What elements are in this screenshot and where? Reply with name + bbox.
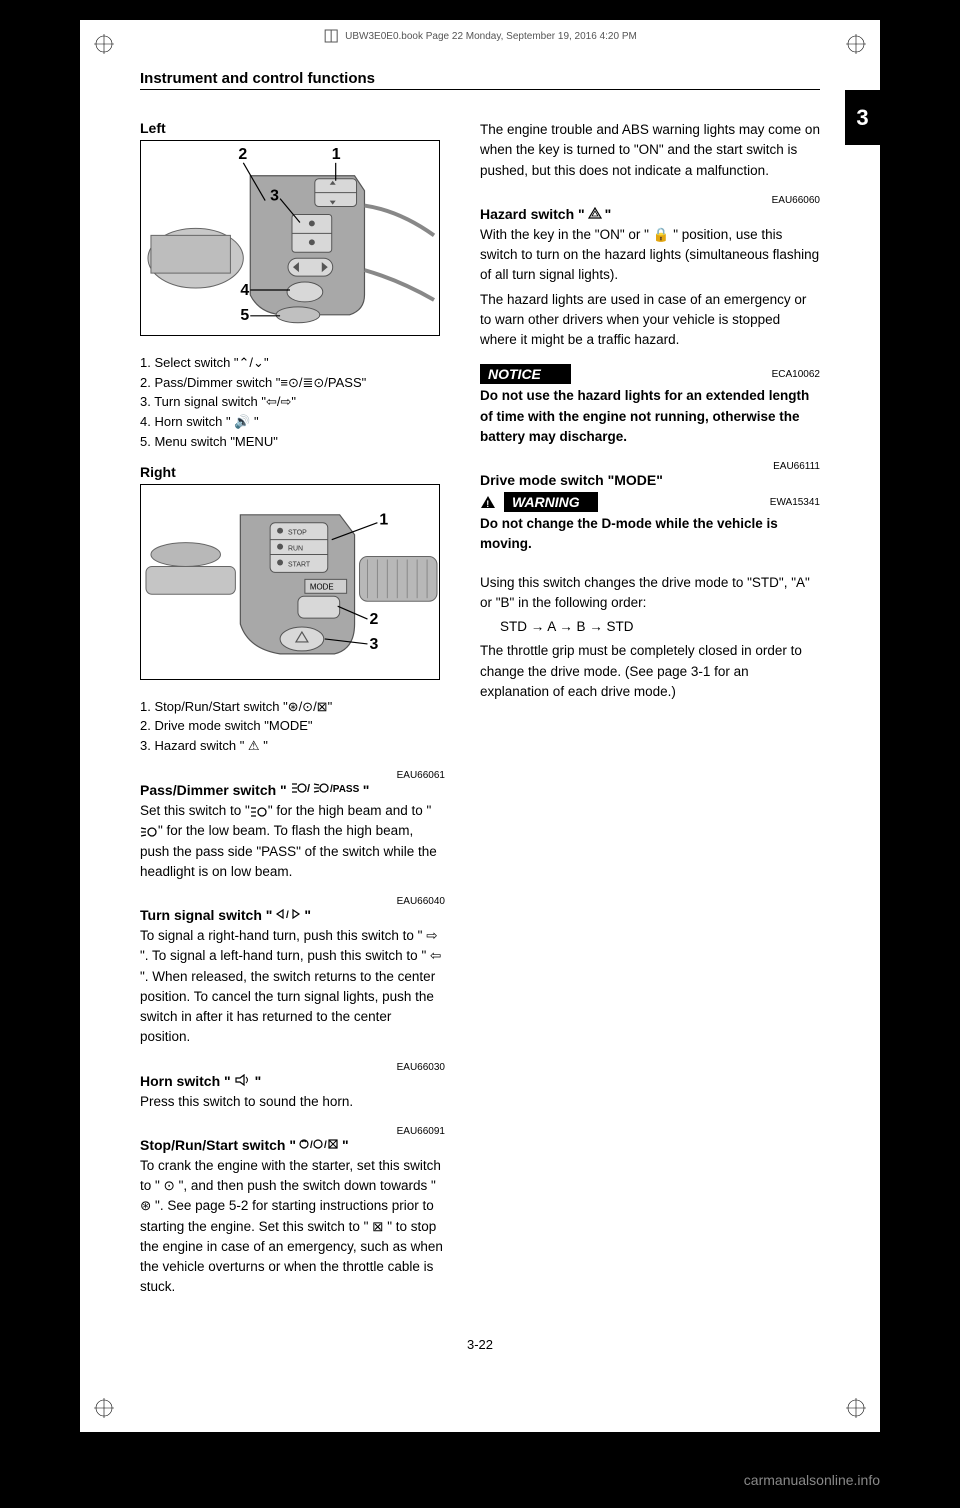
notice-header: NOTICE ECA10062 [480,364,820,384]
header-rule [140,89,820,90]
label-5: 5. Menu switch "MENU" [140,433,445,452]
eau-code: EAU66060 [480,195,820,206]
warning-label: WARNING [504,492,598,512]
callout-2: 2 [238,146,247,163]
drive-mode-title: Drive mode switch "MODE" [480,472,820,488]
svg-text:/: / [286,910,289,920]
svg-text:1: 1 [379,512,388,529]
warning-header: ! WARNING EWA15341 [480,492,820,512]
crop-mark [846,34,866,54]
horn-title: Horn switch "" [140,1073,445,1089]
doc-meta-line: UBW3E0E0.book Page 22 Monday, September … [323,28,637,44]
hazard-body: With the key in the "ON" or " 🔒 " positi… [480,225,820,286]
high-beam-icon [250,806,268,818]
book-icon [323,28,339,44]
warning-body: Do not change the D-mode while the vehic… [480,514,820,555]
svg-text:/: / [324,1140,327,1150]
right-diagram-labels: 1. Stop/Run/Start switch "⊛/⊙/⊠" 2. Driv… [140,698,445,757]
stop-run-start-icon: // [299,1138,339,1150]
chapter-tab: 3 [845,90,880,145]
crop-mark [94,34,114,54]
svg-text:/: / [310,1140,313,1150]
drive-mode-body2: The throttle grip must be completely clo… [480,641,820,702]
svg-text:2: 2 [369,611,378,628]
horn-icon [234,1074,252,1086]
turn-signal-icon: / [275,908,301,920]
callout-3: 3 [270,188,279,205]
notice-label: NOTICE [480,364,571,384]
low-beam-icon [140,826,158,838]
callout-5: 5 [240,307,249,324]
left-heading: Left [140,120,445,136]
watermark: carmanualsonline.info [80,1472,880,1488]
drive-mode-body: Using this switch changes the drive mode… [480,573,820,614]
svg-text:RUN: RUN [288,545,303,552]
notice-body: Do not use the hazard lights for an exte… [480,386,820,447]
crop-mark [94,1398,114,1418]
turn-signal-body: To signal a right-hand turn, push this s… [140,926,445,1048]
hazard-body2: The hazard lights are used in case of an… [480,290,820,351]
right-column: The engine trouble and ABS warning light… [480,120,820,1312]
svg-text:3: 3 [369,636,378,653]
header-section-title: Instrument and control functions [140,70,820,87]
right-heading: Right [140,464,445,480]
stop-run-start-body: To crank the engine with the starter, se… [140,1156,445,1298]
eau-code: EAU66111 [480,461,820,472]
label-3: 3. Turn signal switch "⇦/⇨" [140,393,445,412]
turn-signal-title: Turn signal switch "/" [140,907,445,923]
left-diagram-labels: 1. Select switch "⌃/⌄" 2. Pass/Dimmer sw… [140,354,445,452]
label-1: 1. Select switch "⌃/⌄" [140,354,445,373]
label-2: 2. Pass/Dimmer switch "≡⊙/≣⊙/PASS" [140,374,445,393]
notice-code: ECA10062 [772,369,820,380]
label-4: 4. Horn switch " 🔊 " [140,413,445,432]
pass-dimmer-title: Pass/Dimmer switch "//PASS" [140,781,445,798]
svg-text:START: START [288,561,311,568]
eau-code: EAU66040 [140,896,445,907]
right-handlebar-diagram: STOP RUN START MODE 1 2 [140,484,440,680]
svg-text:/PASS: /PASS [330,784,360,795]
warning-lights-text: The engine trouble and ABS warning light… [480,120,820,181]
crop-mark [846,1398,866,1418]
callout-4: 4 [240,282,249,299]
beam-icon: / /PASS [290,781,360,795]
warning-code: EWA15341 [770,497,820,508]
rlabel-1: 1. Stop/Run/Start switch "⊛/⊙/⊠" [140,698,445,717]
horn-body: Press this switch to sound the horn. [140,1092,445,1112]
content-columns: Left [140,120,820,1312]
eau-code: EAU66091 [140,1126,445,1137]
manual-page: Instrument and control functions 3 Left [80,20,880,1432]
page-number: 3-22 [140,1337,820,1352]
hazard-title: Hazard switch "" [480,206,820,222]
svg-text:MODE: MODE [310,582,334,591]
warning-triangle-icon: ! [480,495,496,509]
left-handlebar-diagram: 1 2 3 4 5 [140,140,440,336]
rlabel-2: 2. Drive mode switch "MODE" [140,717,445,736]
svg-text:/: / [307,783,310,795]
callout-1: 1 [332,146,341,163]
rlabel-3: 3. Hazard switch " ⚠ " [140,737,445,756]
svg-text:!: ! [486,499,489,509]
drive-mode-order: STD → A → B → STD [500,617,820,637]
left-column: Left [140,120,445,1312]
stop-run-start-title: Stop/Run/Start switch "//" [140,1137,445,1153]
eau-code: EAU66061 [140,770,445,781]
hazard-icon [588,207,602,219]
svg-text:STOP: STOP [288,530,307,537]
pass-dimmer-body: Set this switch to "" for the high beam … [140,801,445,882]
eau-code: EAU66030 [140,1062,445,1073]
